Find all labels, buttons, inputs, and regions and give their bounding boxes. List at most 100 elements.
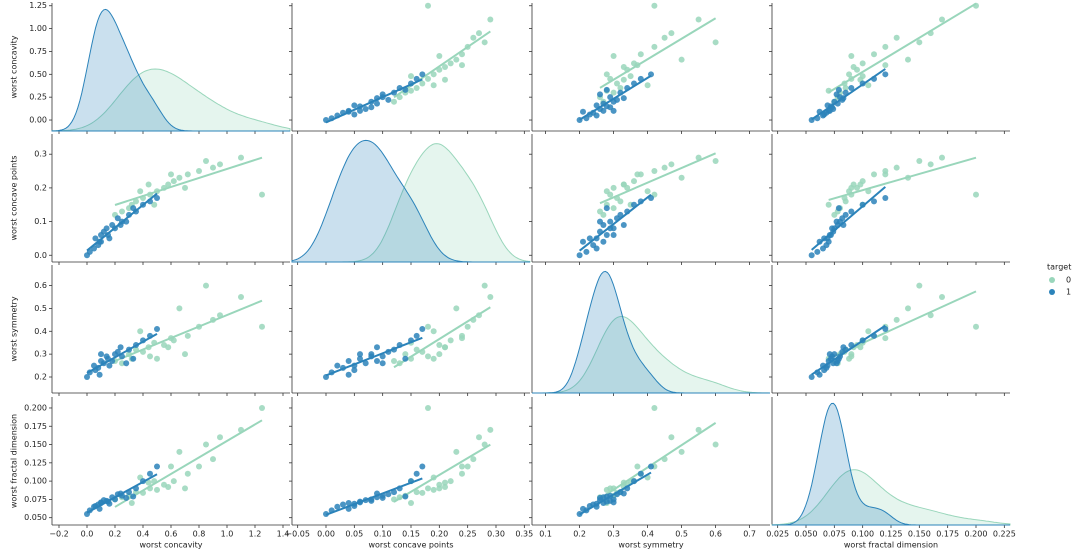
scatter-point [170,478,177,485]
regression-line [114,156,263,206]
scatter-point [916,39,923,46]
scatter-point [823,242,830,249]
scatter-point [610,184,617,191]
scatter-point [610,205,617,212]
scatter-point [607,218,614,225]
x-tick-label: −0.05 [285,530,310,539]
kde-area [772,402,1010,526]
scatter-point [84,374,90,380]
x-tick-label: 0.125 [880,530,903,539]
x-tick-label: 0.4 [137,530,150,539]
x-tick-label: 0.20 [430,530,448,539]
scatter-point [829,225,836,232]
scatter-point [154,195,160,201]
scatter-point [603,71,610,78]
y-axis-label: worst concavity [10,35,19,98]
x-tick-label: 0.4 [641,530,654,539]
scatter-point [871,171,877,178]
scatter-point [871,51,877,58]
scatter-point [402,351,409,358]
regression-line [393,443,491,503]
legend-label: 1 [1066,288,1071,297]
scatter-point [114,348,121,355]
kde-area [51,68,291,132]
scatter-point [651,43,658,50]
scatter-point [203,282,209,289]
scatter-point [825,201,832,208]
scatter-point [357,355,363,362]
scatter-point [419,71,426,78]
scatter-point [130,493,137,500]
scatter-point [196,463,202,470]
scatter-point [848,208,855,215]
scatter-point [217,161,223,168]
regression-line [811,68,886,121]
regression-line [325,477,423,516]
scatter-point [678,174,685,181]
scatter-point [368,497,375,504]
scatter-point [123,494,130,501]
scatter-point [882,171,889,178]
x-axis-label: worst concave points [368,541,453,550]
scatter-point [176,448,183,455]
scatter-point [238,294,244,300]
x-tick-label: 0.200 [965,530,988,539]
scatter-point [678,448,685,455]
scatter-point [374,344,380,351]
scatter-point [425,2,431,9]
scatter-point [905,56,911,63]
scatter-point [210,456,216,463]
x-tick-label: 0.225 [993,530,1016,539]
y-axis-label: worst concave points [10,155,19,240]
y-tick-label: 0.1 [34,217,47,226]
scatter-point [481,282,488,289]
scatter-point [712,39,719,46]
y-axis-label: worst fractal dimension [10,414,19,508]
scatter-point [593,102,600,109]
scatter-point [814,248,821,255]
scatter-point [661,34,668,41]
scatter-point [848,351,855,358]
scatter-point [597,91,603,98]
scatter-point [464,463,471,470]
scatter-point [453,448,460,455]
x-tick-label: 1.4 [277,530,290,539]
scatter-point [631,178,637,185]
scatter-point [425,404,431,411]
scatter-point [154,463,160,470]
x-tick-label: 0.10 [374,530,392,539]
legend-marker [1049,277,1055,283]
scatter-point [620,95,627,102]
scatter-point [831,211,838,218]
scatter-point [128,500,135,507]
y-tick-label: 0.4 [34,327,47,336]
regression-line [86,192,158,252]
scatter-point [357,351,363,358]
scatter-point [447,60,454,67]
regression-line [86,473,158,514]
scatter-point [402,493,409,500]
scatter-point [882,71,889,78]
scatter-point [476,434,482,441]
scatter-point [882,43,889,50]
scatter-point [459,62,465,69]
y-tick-label: 0.3 [34,150,47,159]
regression-line [828,156,977,201]
scatter-point [610,232,617,239]
scatter-point [848,85,855,92]
scatter-point [487,426,494,433]
scatter-point [170,178,177,185]
regression-line [325,336,423,377]
y-tick-label: 0.075 [24,495,47,504]
scatter-point [184,470,191,477]
scatter-point [487,16,494,23]
scatter-point [464,323,471,330]
y-tick-label: 0.125 [24,458,47,467]
scatter-point [123,360,130,367]
scatter-point [620,181,627,188]
scatter-point [603,232,610,239]
scatter-point [603,188,610,195]
scatter-point [413,489,420,496]
scatter-point [413,85,420,92]
scatter-point [238,154,244,161]
